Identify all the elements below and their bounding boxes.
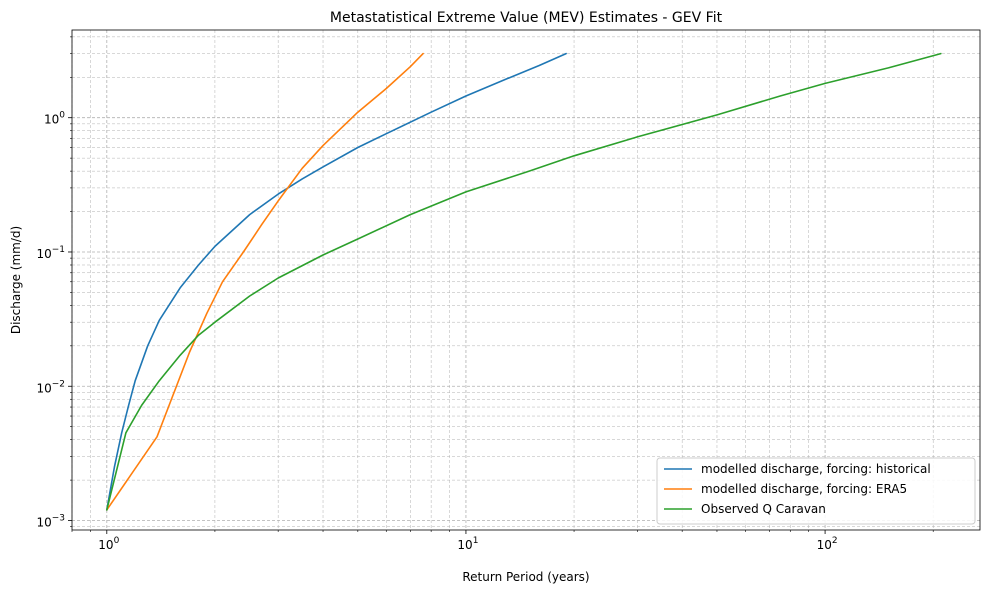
- y-axis-label: Discharge (mm/d): [9, 226, 23, 334]
- plot-area-frame: [71, 29, 981, 531]
- series-layer: [106, 52, 942, 511]
- y-tick-label: 10−3: [36, 514, 65, 530]
- series-line-3: [106, 52, 942, 511]
- x-tick-label: 102: [817, 536, 838, 552]
- legend-label-3: Observed Q Caravan: [701, 502, 826, 516]
- legend: modelled discharge, forcing: historical m…: [656, 457, 976, 525]
- series-line-2: [106, 52, 424, 511]
- legend-label-2: modelled discharge, forcing: ERA5: [701, 482, 907, 496]
- chart-title: Metastatistical Extreme Value (MEV) Esti…: [330, 10, 723, 26]
- ticks: 100 101 102 10−3 10−2 10−1 100: [36, 36, 934, 552]
- series-line-1: [106, 52, 567, 511]
- x-axis-label: Return Period (years): [462, 570, 589, 584]
- x-tick-label: 100: [98, 536, 119, 552]
- y-tick-label: 10−2: [36, 379, 65, 395]
- y-tick-label: 10−1: [36, 245, 65, 261]
- y-tick-label: 100: [44, 111, 65, 127]
- legend-label-1: modelled discharge, forcing: historical: [701, 462, 931, 476]
- legend-box: [656, 457, 976, 525]
- x-tick-label: 101: [457, 536, 478, 552]
